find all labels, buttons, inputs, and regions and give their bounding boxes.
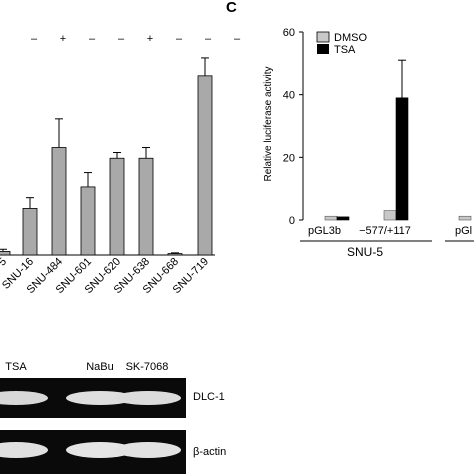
treatment-mark-6: – [176, 33, 183, 45]
x-tick-label-2: pGl [455, 225, 472, 237]
treatment-mark-8: – [234, 33, 241, 45]
legend-swatch-tsa [317, 44, 329, 54]
gel-row-label-dlc1: DLC-1 [193, 391, 225, 403]
x-tick-label-0: pGL3b [308, 225, 341, 237]
bar-DMSO-2 [458, 215, 472, 221]
bar-SNU-484 [51, 147, 67, 256]
bar-SNU-638 [138, 157, 154, 256]
gel-band-actin-1 [0, 442, 48, 458]
gel-band-dlc1-1 [0, 391, 48, 405]
bar-SNU-16 [22, 208, 38, 256]
gel-lane-label-tsa: TSA [5, 361, 27, 373]
gel-band-actin-3 [115, 442, 181, 458]
x-tick-label-1: −577/+117 [359, 225, 411, 237]
panel-b-bar-chart: – + – – + – – – 5SNU-16SNU-484SNU-601SNU-620SNU… [0, 33, 241, 296]
bar-SNU-601 [80, 186, 96, 256]
gel-lane-label-sk7068: SK-7068 [126, 361, 169, 373]
treatment-mark-3: – [89, 33, 96, 45]
y-tick-label-20: 20 [283, 152, 295, 164]
treatment-mark-1: – [31, 33, 38, 45]
legend-label-tsa: TSA [334, 44, 356, 56]
panel-c-bar-chart: C Relative luciferase activity 0 20 40 60 D… [226, 0, 474, 259]
gel-row-label-actin: β-actin [193, 446, 226, 458]
gel-band-actin-2 [66, 442, 134, 458]
treatment-mark-2: + [60, 33, 66, 45]
gel-band-dlc1-3 [115, 391, 181, 405]
bar-TSA-0 [336, 216, 350, 221]
bar-SNU-719 [197, 75, 213, 256]
gel-lane-label-nabu: NaBu [86, 361, 114, 373]
panel-c-label: C [226, 0, 237, 16]
panel-c-legend: DMSO TSA [316, 31, 367, 56]
bar-DMSO-1 [383, 210, 397, 221]
bar-SNU-668 [167, 253, 183, 256]
x-tick-label-5: 5 [0, 256, 9, 269]
treatment-mark-5: + [147, 33, 153, 45]
panel-c-y-axis-label: Relative luciferase activity [263, 66, 274, 181]
bar-DMSO-0 [324, 215, 338, 221]
legend-label-dmso: DMSO [334, 32, 367, 44]
legend-swatch-dmso [316, 31, 330, 43]
bar-SNU-620 [109, 157, 125, 256]
panel-c-group-label: SNU-5 [347, 245, 383, 259]
y-tick-label-60: 60 [283, 27, 295, 39]
bar-TSA-1 [395, 97, 409, 221]
treatment-mark-4: – [118, 33, 125, 45]
gel-band-dlc1-2 [66, 391, 134, 405]
gel-image: TSA NaBu SK-7068 DLC-1 β-actin [0, 361, 226, 474]
y-tick-label-40: 40 [283, 90, 295, 102]
bar-5 [0, 251, 11, 256]
y-tick-label-0: 0 [289, 215, 295, 227]
treatment-mark-7: – [205, 33, 212, 45]
